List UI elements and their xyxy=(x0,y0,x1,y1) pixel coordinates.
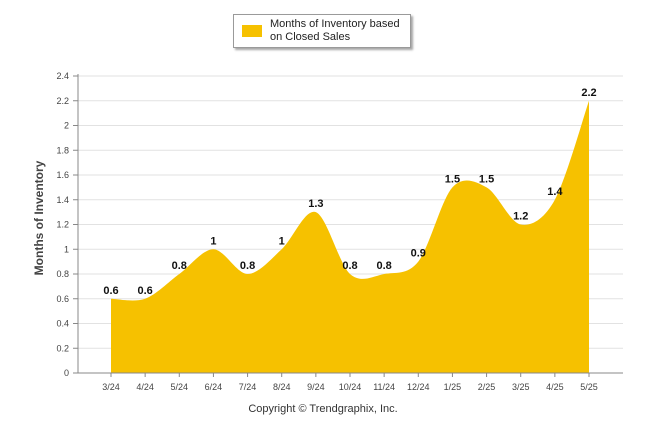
data-labels: 0.6 0.6 0.8 1 0.8 1 1.3 0.8 0.8 0.9 1.5 1.5 1.2 1.4 2.… xyxy=(103,87,596,297)
y-tick-label: 0.4 xyxy=(56,319,69,329)
data-label: 0.6 xyxy=(103,285,118,297)
data-label: 0.8 xyxy=(376,260,391,272)
data-label: 1.4 xyxy=(547,186,563,198)
x-tick-labels: 3/24 4/24 5/24 6/24 7/24 8/24 9/24 10/24 11/24 12… xyxy=(102,373,598,392)
x-tick-label: 2/25 xyxy=(478,382,496,392)
data-label: 0.8 xyxy=(342,260,357,272)
x-tick-label: 11/24 xyxy=(373,382,395,392)
data-label: 1 xyxy=(210,235,216,247)
x-tick-label: 1/25 xyxy=(444,382,462,392)
series-area xyxy=(111,100,589,373)
data-label: 1.2 xyxy=(513,211,528,223)
legend: Months of Inventory based on Closed Sale… xyxy=(233,14,411,48)
x-tick-label: 9/24 xyxy=(307,382,325,392)
x-tick-label: 10/24 xyxy=(339,382,362,392)
y-tick-label: 2.2 xyxy=(56,96,69,106)
data-label: 0.6 xyxy=(137,285,152,297)
data-label: 1.5 xyxy=(479,173,494,185)
y-tick-label: 1.6 xyxy=(56,170,69,180)
x-tick-label: 5/25 xyxy=(580,382,598,392)
y-tick-label: 2 xyxy=(64,121,69,131)
y-tick-label: 0.2 xyxy=(56,343,69,353)
x-tick-label: 6/24 xyxy=(205,382,223,392)
series-area-fill xyxy=(111,100,589,373)
data-label: 2.2 xyxy=(581,87,596,99)
legend-label: Months of Inventory based on Closed Sale… xyxy=(270,18,400,43)
data-label: 1.3 xyxy=(308,198,323,210)
data-label: 1 xyxy=(279,235,285,247)
y-axis-title: Months of Inventory xyxy=(32,160,46,275)
copyright-text: Copyright © Trendgraphix, Inc. xyxy=(248,403,398,415)
data-label: 1.5 xyxy=(445,173,460,185)
y-tick-label: 1.2 xyxy=(56,220,69,230)
y-tick-label: 1.4 xyxy=(56,195,69,205)
x-tick-label: 3/24 xyxy=(102,382,120,392)
y-tick-label: 0 xyxy=(64,368,69,378)
data-label: 0.8 xyxy=(172,260,187,272)
y-tick-labels: 0 0.2 0.4 0.6 0.8 1 1.2 1.4 1.6 1.8 2 2.2 2.4 xyxy=(56,71,78,378)
y-tick-label: 1.8 xyxy=(56,145,69,155)
x-tick-label: 4/25 xyxy=(546,382,564,392)
y-tick-label: 0.6 xyxy=(56,294,69,304)
x-tick-label: 7/24 xyxy=(239,382,257,392)
x-tick-label: 3/25 xyxy=(512,382,530,392)
y-tick-label: 0.8 xyxy=(56,269,69,279)
x-tick-label: 4/24 xyxy=(136,382,154,392)
x-tick-label: 12/24 xyxy=(407,382,430,392)
y-tick-label: 1 xyxy=(64,244,69,254)
data-label: 0.9 xyxy=(411,248,426,260)
x-tick-label: 5/24 xyxy=(171,382,189,392)
data-label: 0.8 xyxy=(240,260,255,272)
legend-swatch xyxy=(242,25,262,37)
x-tick-label: 8/24 xyxy=(273,382,291,392)
y-tick-label: 2.4 xyxy=(56,71,69,81)
